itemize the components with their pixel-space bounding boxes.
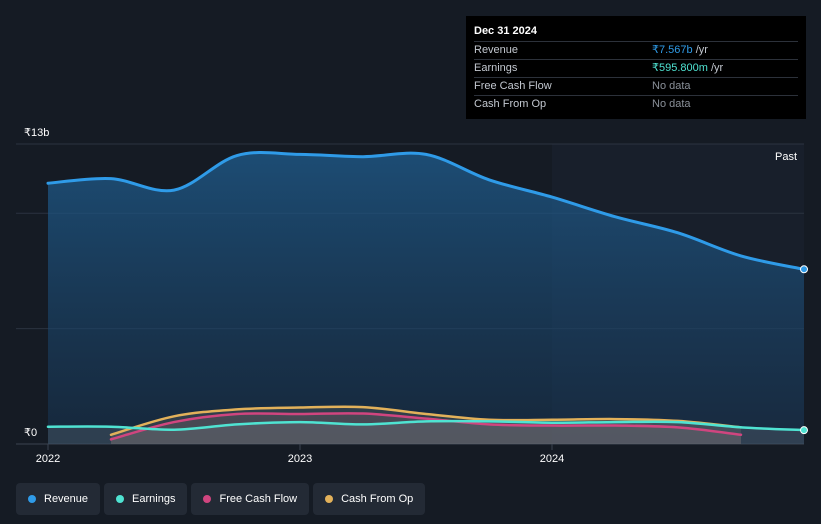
legend-item-earnings[interactable]: Earnings [104, 483, 188, 515]
tooltip-value: No data [652, 98, 691, 110]
series-line-cash_from_op [109, 405, 743, 437]
area-revenue [48, 152, 804, 444]
tooltip-date: Dec 31 2024 [474, 25, 537, 37]
tooltip-row-earnings: Earnings ₹595.800m /yr [474, 59, 798, 77]
tooltip-value: No data [652, 80, 691, 92]
tooltip-label: Revenue [474, 44, 519, 56]
tooltip-unit: /yr [707, 62, 724, 74]
area-free_cash_flow [111, 413, 741, 444]
legend-item-cash-from-op[interactable]: Cash From Op [313, 483, 426, 515]
tooltip-label: Earnings [474, 62, 518, 74]
tooltip-row-fcf: Free Cash Flow No data [474, 77, 798, 95]
tooltip-value: ₹595.800m [652, 62, 708, 74]
tooltip: Dec 31 2024 Revenue ₹7.567b /yr Earnings… [466, 16, 806, 119]
x-tick-label: 2022 [36, 453, 60, 465]
tooltip-label: Cash From Op [474, 98, 547, 110]
tooltip-value: ₹7.567b [652, 44, 693, 56]
series-line-revenue [46, 151, 806, 271]
y-tick-zero: ₹0 [24, 427, 37, 439]
x-tick-label: 2024 [540, 453, 564, 465]
past-label: Past [775, 151, 797, 163]
legend: Revenue Earnings Free Cash Flow Cash Fro… [16, 483, 426, 515]
legend-dot-icon [116, 495, 125, 503]
point-earnings-last[interactable] [800, 426, 808, 435]
legend-dot-icon [325, 495, 334, 503]
series-line-earnings [46, 419, 806, 432]
legend-item-free-cash-flow[interactable]: Free Cash Flow [191, 483, 310, 515]
legend-dot-icon [203, 495, 212, 503]
legend-label: Revenue [44, 493, 89, 505]
tooltip-row-revenue: Revenue ₹7.567b /yr [474, 41, 798, 59]
legend-label: Earnings [132, 493, 176, 505]
legend-label: Cash From Op [341, 493, 414, 505]
area-cash_from_op [111, 406, 741, 444]
series-line-free_cash_flow [109, 412, 743, 441]
point-revenue-last[interactable] [800, 265, 808, 274]
y-tick-top: ₹13b [24, 127, 49, 139]
tooltip-label: Free Cash Flow [474, 80, 552, 92]
area-earnings [48, 421, 804, 444]
tooltip-row-cfo: Cash From Op No data [474, 95, 798, 113]
legend-label: Free Cash Flow [219, 493, 298, 505]
tooltip-unit: /yr [692, 44, 708, 56]
legend-dot-icon [28, 495, 36, 503]
x-tick-label: 2023 [288, 453, 312, 465]
legend-item-revenue[interactable]: Revenue [16, 483, 101, 515]
